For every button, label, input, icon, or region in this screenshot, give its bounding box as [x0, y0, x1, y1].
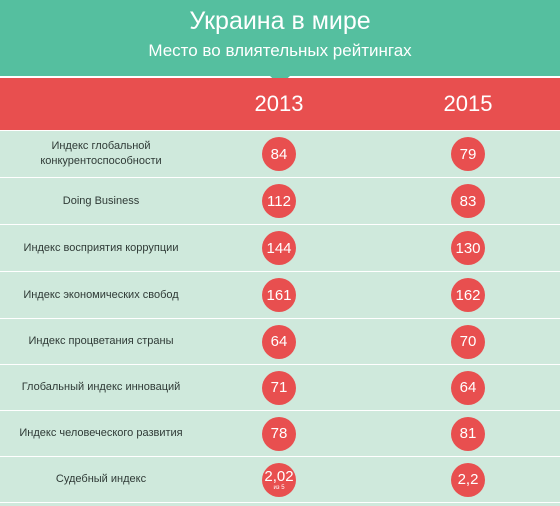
header-band: Украина в мире Место во влиятельных рейт… — [0, 0, 560, 85]
rank-2015-value: 70 — [459, 333, 477, 350]
rank-2015-badge: 83 — [451, 184, 485, 218]
table-row: Глобальный индекс инноваций 71 64 — [0, 365, 560, 411]
table-row: Индекс человеческого развития 78 81 — [0, 411, 560, 457]
rating-name: Судебный индекс — [55, 473, 147, 485]
rank-2015-value: 64 — [459, 379, 477, 396]
rank-2015-value: 83 — [459, 192, 477, 210]
rank-2013-value: 71 — [270, 379, 288, 396]
rank-2013-note: из 5 — [273, 484, 285, 491]
rank-2013-badge: 2,02 из 5 — [262, 462, 296, 497]
rank-2013-badge: 84 — [262, 137, 296, 171]
year-2013-label: 2013 — [254, 91, 304, 116]
page-title: Украина в мире — [189, 7, 371, 35]
rating-name: Doing Business — [62, 194, 140, 207]
rank-2015-badge: 130 — [451, 231, 485, 265]
rank-2015-badge: 2,2 — [451, 462, 485, 497]
table-row: Индекс процветания страны 64 70 — [0, 319, 560, 365]
rating-name: Индекс процветания страны — [28, 335, 174, 347]
rank-2013-value: 161 — [266, 286, 292, 304]
rating-name: Индекс человеческого развития — [19, 427, 183, 439]
rating-name: Индекс восприятия коррупции — [23, 241, 179, 254]
table-row: Индекс восприятия коррупции 144 130 — [0, 225, 560, 272]
table-row: Индекс экономических свобод 161 162 — [0, 272, 560, 319]
rank-2015-value: 162 — [455, 286, 481, 304]
page-subtitle: Место во влиятельных рейтингах — [148, 41, 412, 60]
rank-2013-value: 144 — [266, 239, 292, 257]
rating-name: Индекс экономических свобод — [23, 288, 179, 301]
rank-2013-badge: 71 — [262, 370, 296, 405]
rank-2013-value: 84 — [270, 145, 288, 163]
year-header-band: 2013 2015 — [0, 78, 560, 130]
table-row: Индекс глобальной конкурентоспособности … — [0, 131, 560, 178]
rank-2013-badge: 64 — [262, 324, 296, 359]
rank-2015-value: 81 — [459, 425, 477, 442]
rank-2015-value: 2,2 — [457, 471, 479, 488]
rank-2015-badge: 64 — [451, 370, 485, 405]
table-row: Судебный индекс 2,02 из 5 2,2 — [0, 457, 560, 503]
rank-2013-badge: 144 — [262, 231, 296, 265]
ratings-table: Индекс глобальной конкурентоспособности … — [0, 131, 560, 506]
rank-2015-badge: 79 — [451, 137, 485, 171]
rating-name: Глобальный индекс инноваций — [21, 381, 181, 393]
rating-name: Индекс глобальной конкурентоспособности — [40, 140, 162, 167]
rank-2013-value: 64 — [270, 333, 288, 350]
rank-2015-badge: 162 — [451, 278, 485, 312]
rank-2015-badge: 70 — [451, 324, 485, 359]
rank-2015-value: 79 — [459, 145, 477, 163]
rank-2013-badge: 161 — [262, 278, 296, 312]
rank-2015-badge: 81 — [451, 416, 485, 451]
rank-2013-badge: 112 — [262, 184, 296, 218]
rank-2013-value: 2,02 — [264, 467, 294, 485]
rank-2013-badge: 78 — [262, 416, 296, 451]
rank-2015-value: 130 — [455, 239, 481, 257]
table-row: Doing Business 112 83 — [0, 178, 560, 225]
year-2015-label: 2015 — [443, 91, 493, 116]
rank-2013-value: 112 — [267, 192, 291, 210]
rank-2013-value: 78 — [270, 425, 288, 442]
